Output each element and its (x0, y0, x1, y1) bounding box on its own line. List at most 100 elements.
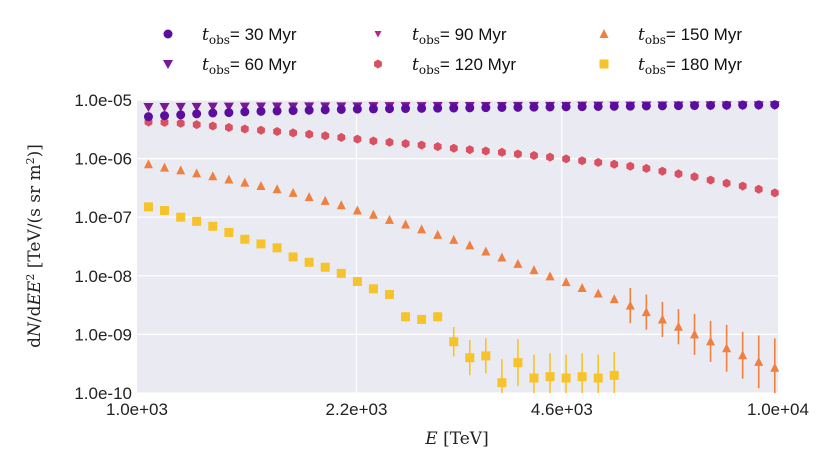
data-point (273, 127, 281, 136)
data-point (578, 156, 586, 166)
data-point (336, 268, 346, 278)
data-point (288, 252, 298, 262)
legend: tobs= 30 Myr tobs= 60 Myr tobs= 90 Myr tobs… (163, 25, 742, 77)
series-3 (144, 117, 779, 198)
data-point (497, 252, 507, 262)
data-point (529, 373, 539, 383)
data-point (690, 172, 699, 182)
data-point (449, 143, 458, 153)
data-point (143, 112, 153, 122)
legend-label: tobs= 150 Myr (638, 25, 742, 47)
series-4 (143, 159, 780, 393)
data-point (192, 120, 201, 130)
data-point (176, 212, 186, 222)
data-point (385, 289, 395, 299)
data-point (641, 101, 651, 111)
data-point (706, 336, 716, 346)
data-point (272, 106, 282, 116)
data-point (336, 200, 346, 210)
y-tick-label: 1.0e-08 (74, 267, 132, 286)
data-point (658, 166, 667, 176)
data-point (594, 157, 603, 167)
data-point (465, 145, 474, 155)
data-point (304, 257, 314, 267)
data-point (417, 314, 427, 324)
data-point (385, 137, 394, 147)
data-point (481, 146, 490, 156)
data-point (352, 276, 362, 286)
data-point (208, 108, 218, 118)
data-point (738, 181, 747, 191)
data-point (223, 102, 234, 112)
data-point (192, 109, 202, 119)
data-point (529, 102, 539, 112)
data-point (224, 227, 234, 237)
data-point (481, 246, 491, 256)
data-point (481, 351, 491, 361)
data-point (433, 229, 443, 239)
data-point (401, 104, 411, 114)
data-point (609, 101, 619, 111)
data-marks (143, 100, 780, 393)
data-point (433, 312, 443, 322)
x-tick-label: 1.0e+04 (747, 400, 809, 419)
y-tick-label: 1.0e-10 (74, 384, 132, 403)
legend-label: tobs= 120 Myr (412, 55, 516, 77)
x-tick-label: 1.0e+03 (106, 400, 168, 419)
data-point (175, 102, 186, 112)
data-point (593, 373, 603, 383)
data-point (224, 108, 234, 118)
series-0 (143, 100, 780, 122)
x-tick-labels: 1.0e+03 2.2e+03 4.6e+03 1.0e+04 (106, 400, 809, 419)
data-point (690, 101, 700, 111)
data-point (336, 104, 346, 114)
series-5 (143, 202, 619, 393)
data-point (674, 169, 683, 179)
data-point (352, 104, 362, 114)
data-point (240, 107, 250, 117)
data-point (369, 136, 378, 146)
legend-entry-3: tobs= 120 Myr (374, 55, 516, 77)
data-point (529, 265, 539, 275)
legend-entry-0: tobs= 30 Myr (163, 25, 297, 47)
data-point (577, 102, 587, 112)
data-point (176, 110, 186, 120)
data-point (530, 151, 538, 160)
data-point (497, 378, 507, 388)
data-point (577, 282, 587, 292)
data-point (304, 105, 314, 115)
data-point (706, 175, 715, 185)
data-point (240, 124, 249, 134)
data-point (738, 100, 748, 110)
data-point (625, 101, 635, 111)
plot-background (137, 100, 778, 393)
legend-entry-2: tobs= 90 Myr (374, 25, 507, 47)
legend-marker (163, 29, 173, 39)
data-point (320, 105, 330, 115)
x-tick-label: 4.6e+03 (531, 400, 593, 419)
data-point (239, 102, 250, 112)
data-point (159, 102, 170, 112)
data-point (240, 234, 250, 244)
data-point (722, 178, 731, 188)
legend-marker (599, 29, 609, 38)
data-point (368, 284, 378, 294)
data-point (288, 106, 298, 116)
legend-label: tobs= 90 Myr (412, 25, 507, 47)
data-point (208, 121, 217, 131)
data-point (513, 358, 523, 368)
data-point (561, 277, 571, 287)
data-point (770, 100, 780, 110)
data-point (498, 147, 506, 157)
data-point (673, 321, 683, 331)
data-point (449, 103, 459, 113)
data-point (770, 362, 780, 372)
data-point (191, 102, 202, 112)
y-tick-label: 1.0e-06 (74, 150, 132, 169)
data-point (208, 171, 218, 181)
data-point (256, 181, 266, 191)
legend-marker (374, 59, 382, 69)
data-point (224, 174, 234, 184)
data-point (545, 372, 555, 382)
data-point (417, 103, 427, 113)
